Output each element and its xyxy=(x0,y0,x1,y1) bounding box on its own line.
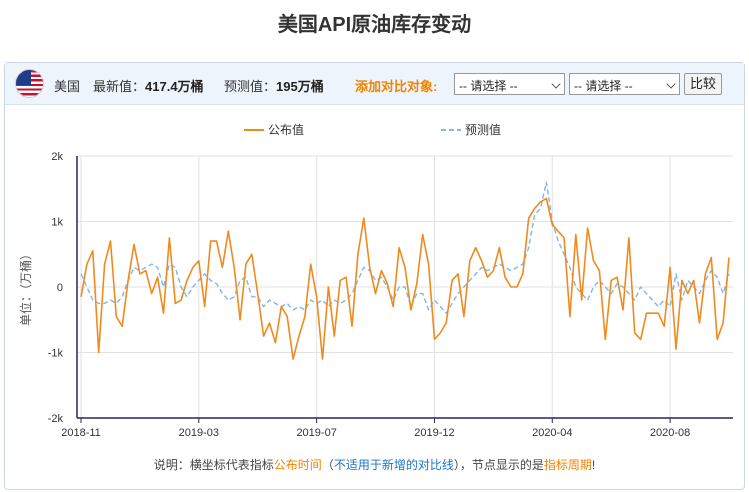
grid xyxy=(77,155,733,423)
latest-value: 417.4万桶 xyxy=(145,79,204,94)
legend-label-actual: 公布值 xyxy=(268,122,304,137)
legend-label-forecast: 预测值 xyxy=(465,122,501,137)
series xyxy=(80,181,730,360)
note-period: 指标周期 xyxy=(543,458,592,472)
forecast-value: 195万桶 xyxy=(276,79,324,94)
compare-button[interactable]: 比较 xyxy=(684,73,722,95)
x-tick-label: 2020-08 xyxy=(650,427,690,439)
page-title: 美国API原油库存变动 xyxy=(277,14,472,36)
note-not-applicable: 不适用于新增的对比线 xyxy=(333,458,454,472)
y-tick-label: 0 xyxy=(57,282,63,294)
x-tick-label: 2019-03 xyxy=(179,427,219,439)
us-flag-icon xyxy=(15,69,44,98)
x-tick-label: 2020-04 xyxy=(532,427,572,439)
x-tick-label: 2019-07 xyxy=(296,427,336,439)
y-tick-label: -1k xyxy=(48,348,64,360)
country-label: 美国 xyxy=(54,79,81,94)
legend-item-forecast[interactable]: 预测值 xyxy=(441,122,501,137)
add-compare-label: 添加对比对象: xyxy=(355,79,438,94)
y-tick-label: 1k xyxy=(51,217,63,229)
x-tick-labels: 2018-11 2019-03 2019-07 2019-12 2020-04 2020-… xyxy=(61,427,690,439)
chart-note: 说明：横坐标代表指标公布时间（不适用于新增的对比线），节点显示的是指标周期! xyxy=(153,458,596,472)
y-tick-label: 2k xyxy=(51,151,63,163)
compare-select-2[interactable]: -- 请选择 -- xyxy=(569,73,680,95)
toolbar: 美国 最新值：417.4万桶 预测值：195万桶 添加对比对象: -- 请选择 … xyxy=(5,63,744,105)
note-publish-time: 公布时间 xyxy=(273,458,322,472)
x-tick-label: 2018-11 xyxy=(61,427,101,439)
series-line-forecast xyxy=(80,181,730,314)
legend: 公布值 预测值 xyxy=(244,122,501,137)
y-tick-labels: 2k 1k 0 -1k -2k xyxy=(48,151,64,425)
latest-value-text: 最新值：417.4万桶 xyxy=(93,79,204,94)
legend-item-actual[interactable]: 公布值 xyxy=(244,122,304,137)
x-tick-label: 2019-12 xyxy=(414,427,454,439)
compare-select-1[interactable]: -- 请选择 -- xyxy=(454,73,565,95)
axes xyxy=(76,156,733,419)
y-axis-label: 单位：（万桶） xyxy=(18,248,33,326)
series-line-actual xyxy=(80,197,730,360)
forecast-value-text: 预测值：195万桶 xyxy=(224,79,324,94)
y-tick-label: -2k xyxy=(48,413,64,425)
